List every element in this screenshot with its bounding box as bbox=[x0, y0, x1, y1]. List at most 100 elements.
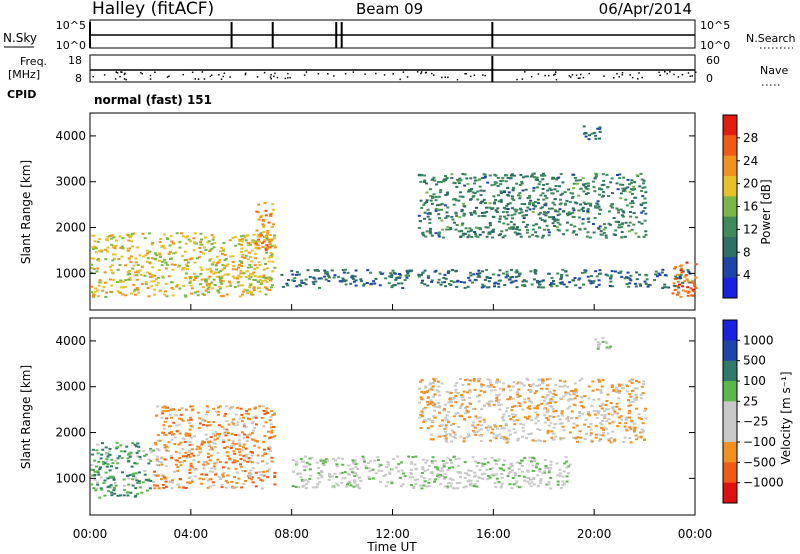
nave-point bbox=[465, 73, 467, 75]
data-cell bbox=[546, 189, 550, 192]
data-cell bbox=[632, 212, 636, 215]
data-cell bbox=[428, 188, 432, 191]
data-cell bbox=[96, 481, 99, 484]
data-cell bbox=[606, 274, 610, 277]
data-cell bbox=[232, 450, 236, 453]
data-cell bbox=[517, 275, 521, 278]
data-cell bbox=[612, 390, 616, 393]
data-cell bbox=[362, 460, 366, 463]
data-cell bbox=[175, 430, 179, 433]
data-cell bbox=[90, 257, 94, 260]
data-cell bbox=[437, 390, 441, 393]
data-cell bbox=[603, 416, 606, 419]
data-cell bbox=[111, 462, 115, 465]
data-cell bbox=[255, 440, 259, 442]
data-cell bbox=[425, 391, 429, 394]
data-cell bbox=[270, 277, 274, 280]
data-cell bbox=[618, 390, 622, 393]
data-cell bbox=[502, 413, 506, 416]
data-cell bbox=[266, 233, 269, 236]
data-cell bbox=[504, 276, 508, 279]
data-cell bbox=[155, 455, 159, 458]
data-cell bbox=[157, 487, 161, 490]
data-cell bbox=[430, 425, 434, 428]
data-cell bbox=[508, 466, 512, 469]
data-cell bbox=[510, 462, 514, 465]
data-cell bbox=[565, 285, 569, 288]
data-cell bbox=[563, 380, 567, 383]
data-cell bbox=[587, 411, 590, 413]
data-cell bbox=[473, 471, 477, 474]
data-cell bbox=[294, 485, 298, 488]
data-cell bbox=[507, 467, 511, 470]
data-cell bbox=[577, 179, 581, 182]
data-cell bbox=[246, 292, 250, 295]
data-cell bbox=[234, 442, 238, 445]
data-cell bbox=[462, 418, 466, 420]
data-cell bbox=[510, 174, 513, 177]
data-cell bbox=[257, 218, 261, 221]
data-cell bbox=[616, 209, 620, 212]
data-cell bbox=[244, 447, 248, 450]
data-cell bbox=[536, 419, 540, 422]
data-cell bbox=[577, 278, 581, 281]
data-cell bbox=[437, 278, 441, 281]
data-cell bbox=[534, 411, 538, 414]
data-cell bbox=[343, 268, 347, 271]
data-cell bbox=[544, 214, 548, 217]
data-cell bbox=[499, 200, 503, 203]
data-cell bbox=[330, 269, 334, 272]
nave-point bbox=[664, 71, 666, 73]
data-cell bbox=[324, 271, 328, 274]
data-cell bbox=[172, 252, 176, 255]
data-cell bbox=[158, 252, 161, 255]
data-cell bbox=[526, 206, 530, 209]
data-cell bbox=[459, 236, 463, 238]
data-cell bbox=[636, 436, 640, 439]
data-cell bbox=[273, 474, 277, 477]
data-cell bbox=[546, 409, 550, 412]
data-cell bbox=[687, 270, 691, 273]
data-cell bbox=[579, 436, 583, 439]
data-cell bbox=[595, 275, 599, 278]
data-cell bbox=[128, 455, 132, 458]
data-cell bbox=[452, 422, 456, 425]
data-cell bbox=[611, 206, 614, 209]
data-cell bbox=[231, 275, 235, 278]
data-cell bbox=[437, 380, 440, 383]
data-cell bbox=[187, 477, 191, 479]
data-cell bbox=[506, 187, 510, 189]
data-cell bbox=[440, 281, 444, 284]
data-cell bbox=[690, 281, 694, 284]
nave-point bbox=[618, 76, 620, 78]
data-cell bbox=[401, 287, 405, 289]
data-cell bbox=[438, 191, 442, 194]
data-cell bbox=[204, 249, 208, 251]
data-cell bbox=[500, 485, 504, 488]
data-cell bbox=[255, 229, 259, 232]
data-cell bbox=[465, 409, 469, 412]
data-cell bbox=[187, 454, 191, 456]
nave-point bbox=[669, 71, 671, 73]
nave-point bbox=[691, 75, 693, 77]
data-cell bbox=[631, 202, 635, 205]
nave-point bbox=[124, 72, 126, 75]
data-cell bbox=[466, 473, 470, 476]
data-cell bbox=[111, 475, 115, 478]
nave-point bbox=[425, 71, 427, 74]
data-cell bbox=[400, 461, 404, 464]
data-cell bbox=[386, 461, 390, 463]
data-cell bbox=[243, 256, 247, 259]
data-cell bbox=[515, 419, 519, 422]
data-cell bbox=[410, 461, 414, 464]
nave-point bbox=[269, 76, 272, 78]
data-cell bbox=[596, 341, 600, 344]
data-cell bbox=[154, 278, 158, 281]
data-cell bbox=[558, 223, 562, 226]
data-cell bbox=[409, 472, 413, 474]
data-cell bbox=[459, 179, 463, 182]
data-cell bbox=[409, 468, 413, 471]
nave-point bbox=[274, 72, 276, 75]
data-cell bbox=[216, 410, 220, 413]
data-cell bbox=[359, 278, 363, 281]
